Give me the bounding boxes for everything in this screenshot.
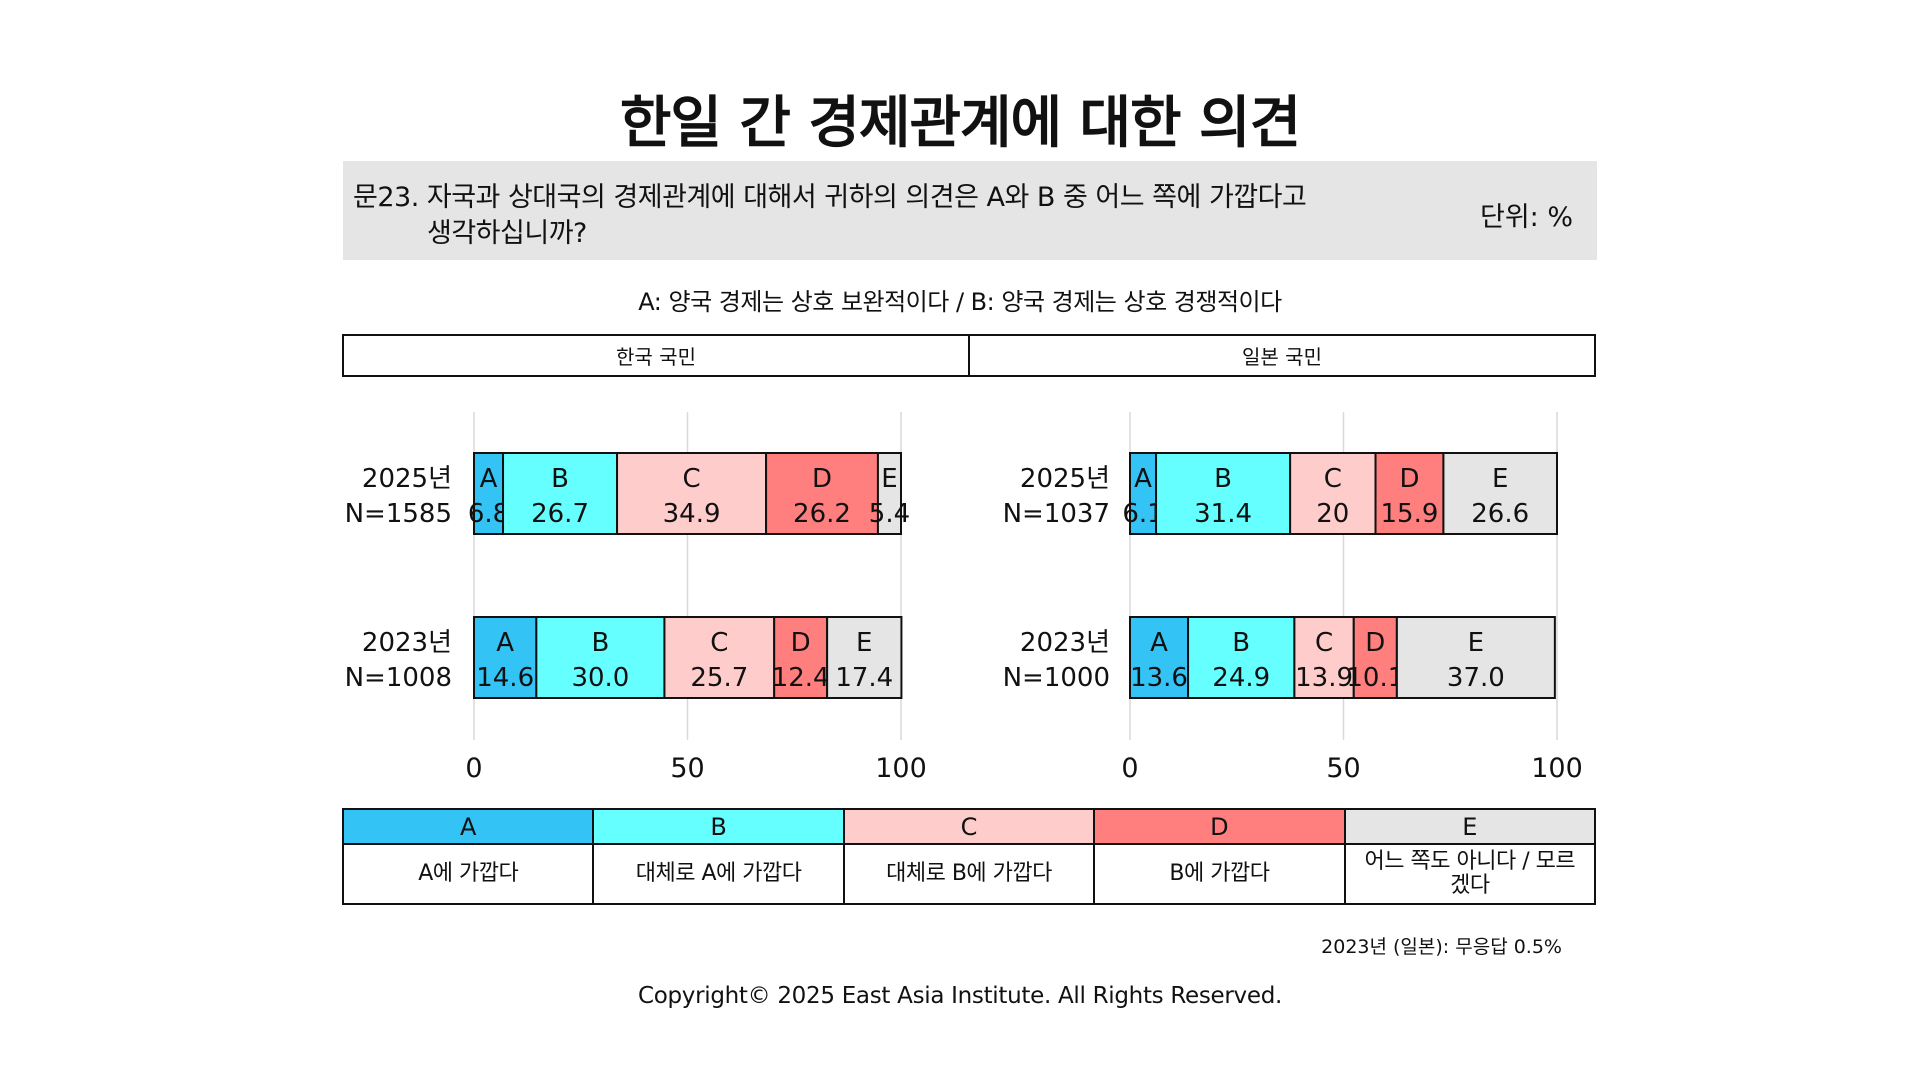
segment-value-label-0-0-c: 34.9 xyxy=(663,499,721,529)
bar-segment-0-1-d xyxy=(773,616,829,699)
segment-value-label-0-1-c: 25.7 xyxy=(690,663,748,693)
segment-value-label-0-0-d: 26.2 xyxy=(793,499,851,529)
bar-segment-1-0-a xyxy=(1129,452,1158,535)
segment-value-label-1-0-e: 26.6 xyxy=(1471,499,1529,529)
segment-value-label-1-1-b: 24.9 xyxy=(1212,663,1270,693)
legend-desc-d: B에 가깝다 xyxy=(1169,861,1270,886)
legend-key-d: D xyxy=(1095,810,1344,845)
segment-key-label-1-0-e: E xyxy=(1492,464,1508,494)
segment-value-label-1-1-a: 13.6 xyxy=(1130,663,1188,693)
bar-segment-0-0-d xyxy=(765,452,879,535)
bar-segment-0-0-e xyxy=(876,452,903,535)
segment-key-label-0-0-a: A xyxy=(480,464,498,494)
bar-segment-0-1-b xyxy=(535,616,666,699)
x-tick-label-0-0: 0 xyxy=(465,753,482,784)
row-label-n-1-0: N=1037 xyxy=(1003,499,1110,529)
segment-key-label-1-1-b: B xyxy=(1232,628,1250,658)
legend-key-e: E xyxy=(1345,810,1595,845)
row-label-year-1-1: 2023년 xyxy=(1020,628,1110,658)
bar-segment-1-1-b xyxy=(1187,616,1296,699)
segment-key-label-1-0-b: B xyxy=(1214,464,1232,494)
bar-segment-0-0-c xyxy=(616,452,768,535)
ab-definition: A: 양국 경제는 상호 보완적이다 / B: 양국 경제는 상호 경쟁적이다 xyxy=(638,288,1282,316)
legend-key-c: C xyxy=(844,810,1094,845)
row-label-n-1-1: N=1000 xyxy=(1003,663,1110,693)
bar-segment-1-1-d xyxy=(1352,616,1398,699)
stacked-bar-chart: 0 50 1002025년N=1585A6.8B26.7C34.9D26.2E5.4… xyxy=(345,412,1583,784)
bar-segment-0-1-e xyxy=(826,616,903,699)
segment-key-label-0-1-e: E xyxy=(856,628,872,658)
segment-key-label-0-0-b: B xyxy=(551,464,569,494)
bar-segment-1-1-e xyxy=(1395,616,1556,699)
segment-value-label-0-1-b: 30.0 xyxy=(571,663,629,693)
row-label-n-0-1: N=1008 xyxy=(345,663,452,693)
segment-value-label-1-0-b: 31.4 xyxy=(1194,499,1252,529)
copyright: Copyright© 2025 East Asia Institute. All… xyxy=(637,983,1283,1009)
question-text-line1: 문23. 자국과 상대국의 경제관계에 대해서 귀하의 의견은 A와 B 중 어… xyxy=(353,182,1307,213)
segment-value-label-0-0-e: 5.4 xyxy=(869,499,910,529)
segment-value-label-0-0-b: 26.7 xyxy=(531,499,589,529)
legend-col-d: D B에 가깝다 xyxy=(1093,810,1344,903)
group-header: 한국 국민 일본 국민 xyxy=(342,334,1596,377)
segment-key-label-0-1-a: A xyxy=(496,628,514,658)
segment-key-label-1-1-c: C xyxy=(1315,628,1333,658)
x-tick-label-1-1: 50 xyxy=(1326,753,1360,784)
bar-segment-1-1-a xyxy=(1129,616,1190,699)
legend-key-b: B xyxy=(594,810,843,845)
segment-value-label-0-1-a: 14.6 xyxy=(476,663,534,693)
bar-segment-1-0-e xyxy=(1442,452,1558,535)
legend-key-a: A xyxy=(344,810,593,845)
row-label-n-0-0: N=1585 xyxy=(345,499,452,529)
segment-key-label-1-0-d: D xyxy=(1399,464,1419,494)
segment-value-label-1-1-e: 37.0 xyxy=(1447,663,1505,693)
row-label-year-1-0: 2025년 xyxy=(1020,464,1110,494)
segment-key-label-1-1-a: A xyxy=(1150,628,1168,658)
legend-desc-e: 어느 쪽도 아니다 / 모르겠다 xyxy=(1364,849,1576,898)
segment-value-label-0-1-e: 17.4 xyxy=(835,663,893,693)
segment-key-label-0-1-d: D xyxy=(791,628,811,658)
legend-col-e: E 어느 쪽도 아니다 / 모르겠다 xyxy=(1343,810,1595,903)
legend-desc-c: 대체로 B에 가깝다 xyxy=(886,861,1052,886)
segment-key-label-1-0-a: A xyxy=(1134,464,1152,494)
question-box: 문23. 자국과 상대국의 경제관계에 대해서 귀하의 의견은 A와 B 중 어… xyxy=(343,161,1597,260)
bar-segment-0-0-a xyxy=(473,452,505,535)
footnote: 2023년 (일본): 무응답 0.5% xyxy=(1321,936,1562,958)
question-text-line2: 생각하십니까? xyxy=(427,218,587,249)
x-tick-label-0-2: 100 xyxy=(875,753,927,784)
bar-segment-0-0-b xyxy=(502,452,619,535)
row-label-year-0-0: 2025년 xyxy=(362,464,452,494)
legend-desc-a: A에 가깝다 xyxy=(418,861,519,886)
legend-table: A A에 가깝다 B 대체로 A에 가깝다 C 대체로 B에 가깝다 D B에 … xyxy=(342,808,1596,905)
bar-segment-0-1-a xyxy=(473,616,538,699)
segment-key-label-0-0-c: C xyxy=(682,464,700,494)
segment-key-label-0-0-d: D xyxy=(812,464,832,494)
segment-key-label-0-0-e: E xyxy=(881,464,897,494)
legend-col-c: C 대체로 B에 가깝다 xyxy=(842,810,1094,903)
segment-key-label-0-1-c: C xyxy=(710,628,728,658)
x-tick-label-0-1: 50 xyxy=(670,753,704,784)
segment-value-label-1-1-c: 13.9 xyxy=(1295,663,1353,693)
legend-col-a: A A에 가깝다 xyxy=(344,810,593,903)
chart-title: 한일 간 경제관계에 대한 의견 xyxy=(619,91,1301,156)
unit-label: 단위: % xyxy=(1479,202,1573,233)
segment-key-label-0-1-b: B xyxy=(591,628,609,658)
x-tick-label-1-2: 100 xyxy=(1531,753,1583,784)
segment-key-label-1-0-c: C xyxy=(1324,464,1342,494)
legend-col-b: B 대체로 A에 가깝다 xyxy=(592,810,843,903)
segment-key-label-1-1-e: E xyxy=(1468,628,1484,658)
x-tick-label-1-0: 0 xyxy=(1121,753,1138,784)
segment-value-label-1-1-d: 10.1 xyxy=(1346,663,1404,693)
segment-value-label-1-0-c: 20 xyxy=(1316,499,1349,529)
segment-value-label-0-1-d: 12.4 xyxy=(772,663,830,693)
row-label-year-0-1: 2023년 xyxy=(362,628,452,658)
group-header-japan: 일본 국민 xyxy=(968,336,1594,375)
segment-value-label-1-0-d: 15.9 xyxy=(1381,499,1439,529)
legend-desc-b: 대체로 A에 가깝다 xyxy=(635,861,802,886)
segment-key-label-1-1-d: D xyxy=(1365,628,1385,658)
group-header-korea: 한국 국민 xyxy=(616,345,696,369)
